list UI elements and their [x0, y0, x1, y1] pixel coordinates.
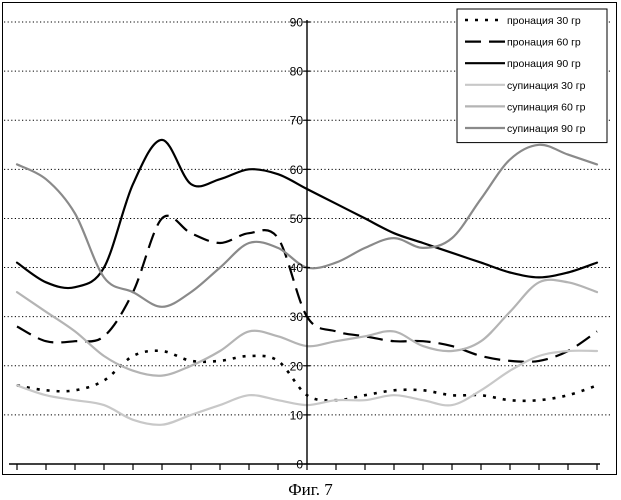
figure-caption: Фиг. 7 [288, 480, 333, 499]
y-tick-label: 20 [290, 359, 304, 373]
y-tick-label: 70 [290, 114, 304, 128]
legend-label: пронация 90 гр [507, 58, 581, 70]
legend-label: супинация 90 гр [507, 123, 586, 135]
y-tick-label: 10 [290, 408, 304, 422]
legend-label: супинация 30 гр [507, 80, 586, 92]
line-chart: 0102030405060708090 пронация 30 грпронац… [4, 8, 612, 472]
legend: пронация 30 гр пронация 60 гр пронация 90 … [456, 8, 608, 144]
legend-label: супинация 60 гр [507, 101, 586, 113]
y-tick-label: 60 [290, 163, 304, 177]
series-line-2 [16, 214, 598, 363]
legend-box [456, 8, 608, 144]
grid-lines [4, 21, 612, 416]
chart-frame [2, 2, 617, 475]
y-tick-label: 50 [290, 212, 304, 226]
y-tick-label: 40 [290, 261, 304, 275]
y-tick-label: 30 [290, 310, 304, 324]
axes: 0102030405060708090 [9, 16, 600, 472]
y-tick-label: 90 [290, 16, 304, 30]
legend-label: пронация 30 гр [507, 15, 581, 27]
y-tick-label: 80 [290, 65, 304, 79]
legend-label: пронация 60 гр [507, 37, 581, 49]
